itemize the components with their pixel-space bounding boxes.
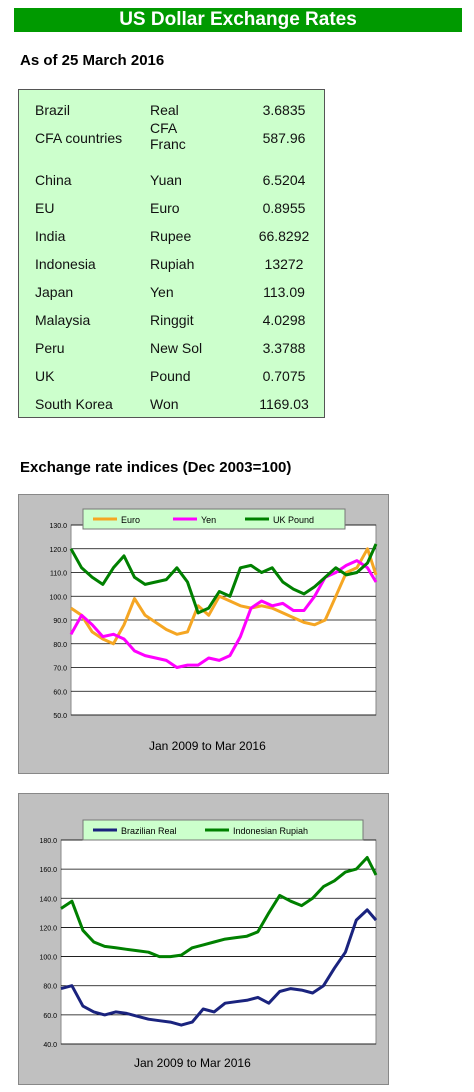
y-tick-label: 160.0 [39, 867, 57, 874]
y-tick-label: 40.0 [43, 1042, 57, 1049]
y-tick-label: 120.0 [49, 547, 67, 554]
y-tick-label: 70.0 [53, 666, 67, 673]
country-cell: Brazil [35, 102, 71, 118]
y-tick-label: 80.0 [43, 984, 57, 991]
rate-value-cell: 3.6835 [262, 102, 306, 118]
rate-value-cell: 66.8292 [258, 228, 310, 244]
exchange-index-chart-1: 50.0 60.0 70.0 80.0 90.0 100.0 110.0 120.0 130.0… [18, 494, 389, 774]
y-tick-label: 140.0 [39, 896, 57, 903]
y-tick-label: 130.0 [49, 523, 67, 530]
y-tick-label: 50.0 [53, 713, 67, 720]
rate-value-cell: 6.5204 [262, 172, 306, 188]
y-tick-label: 120.0 [39, 925, 57, 932]
currency-cell: Rupiah [150, 256, 195, 272]
currency-cell: Yuan [150, 172, 182, 188]
y-tick-label: 100.0 [39, 955, 57, 962]
legend-label: Yen [201, 515, 216, 525]
chart1-xlabel: Jan 2009 to Mar 2016 [149, 739, 266, 753]
rate-value-cell: 587.96 [262, 130, 306, 146]
country-cell: Peru [35, 340, 65, 356]
series-line-brazilian-real [60, 908, 378, 1027]
rate-value-cell: 1169.03 [259, 396, 309, 412]
y-tick-label: 60.0 [53, 689, 67, 696]
country-cell: EU [35, 200, 55, 216]
country-cell: Indonesia [35, 256, 96, 272]
indices-heading: Exchange rate indices (Dec 2003=100) [20, 459, 292, 476]
country-cell: Japan [35, 284, 74, 300]
currency-cell: Won [150, 396, 179, 412]
y-tick-label: 180.0 [39, 838, 57, 845]
rate-value-cell: 3.3788 [262, 340, 306, 356]
legend [82, 508, 346, 530]
country-cell: UK [35, 368, 55, 384]
country-cell: South Korea [35, 396, 113, 412]
rate-value-cell: 13272 [264, 256, 304, 272]
currency-cell: Euro [150, 200, 180, 216]
y-tick-label: 100.0 [49, 594, 67, 601]
country-cell: Malaysia [35, 312, 91, 328]
y-tick-label: 80.0 [53, 642, 67, 649]
legend-label: Euro [121, 515, 140, 525]
exchange-rates-table: Brazil Real 3.6835 CFA countries CFA Franc 58… [18, 89, 325, 418]
currency-cell: CFA Franc [150, 120, 186, 152]
currency-cell: Real [150, 102, 179, 118]
currency-cell: Ringgit [150, 312, 194, 328]
country-cell: CFA countries [35, 130, 123, 146]
legend-label: Indonesian Rupiah [233, 826, 308, 836]
rate-value-cell: 0.7075 [262, 368, 306, 384]
exchange-index-chart-2: 40.0 60.0 80.0 100.0 120.0 140.0 160.0 180.0 Bra… [18, 793, 389, 1085]
series-line-euro [70, 547, 378, 646]
y-tick-label: 90.0 [53, 618, 67, 625]
country-cell: China [35, 172, 72, 188]
y-tick-label: 60.0 [43, 1013, 57, 1020]
rate-value-cell: 113.09 [263, 284, 305, 300]
legend-label: Brazilian Real [121, 826, 177, 836]
series-line-uk-pound [69, 543, 378, 615]
currency-cell: New Sol [150, 340, 203, 356]
series-line-indonesian-rupiah [60, 856, 378, 959]
rate-value-cell: 0.8955 [262, 200, 306, 216]
y-tick-label: 110.0 [50, 571, 67, 578]
as-of-date: As of 25 March 2016 [20, 52, 165, 69]
currency-cell: Yen [150, 284, 174, 300]
page-title: US Dollar Exchange Rates [14, 8, 462, 32]
currency-cell: Rupee [150, 228, 192, 244]
currency-cell: Pound [150, 368, 191, 384]
legend-label: UK Pound [273, 515, 314, 525]
rate-value-cell: 4.0298 [262, 312, 306, 328]
country-cell: India [35, 228, 66, 244]
chart2-xlabel: Jan 2009 to Mar 2016 [134, 1056, 251, 1070]
